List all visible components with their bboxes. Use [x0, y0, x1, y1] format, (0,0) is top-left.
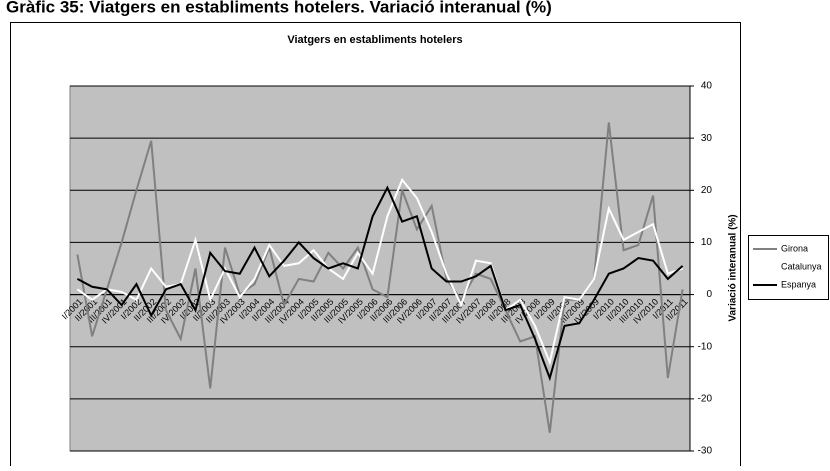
legend-label: Espanya — [781, 279, 816, 289]
heading: Gràfic 35: Viatgers en establiments hote… — [6, 0, 552, 16]
y-axis-label: Variació interanual (%) — [728, 214, 739, 321]
series-line — [76, 185, 684, 382]
y-tick-label: 30 — [701, 133, 713, 144]
y-tick-label: 40 — [701, 81, 713, 92]
y-tick-label: 20 — [701, 185, 713, 196]
plot-area — [69, 85, 691, 452]
chart-title: Viatgers en establiments hotelers — [287, 34, 462, 46]
legend-label: Girona — [781, 243, 808, 253]
y-tick-label: -20 — [698, 393, 713, 404]
y-tick-label: 10 — [701, 237, 713, 248]
legend-label: Catalunya — [781, 261, 822, 271]
y-tick-label: -30 — [698, 446, 713, 457]
y-tick-label: -10 — [698, 341, 713, 352]
y-tick-label: 0 — [706, 289, 712, 300]
